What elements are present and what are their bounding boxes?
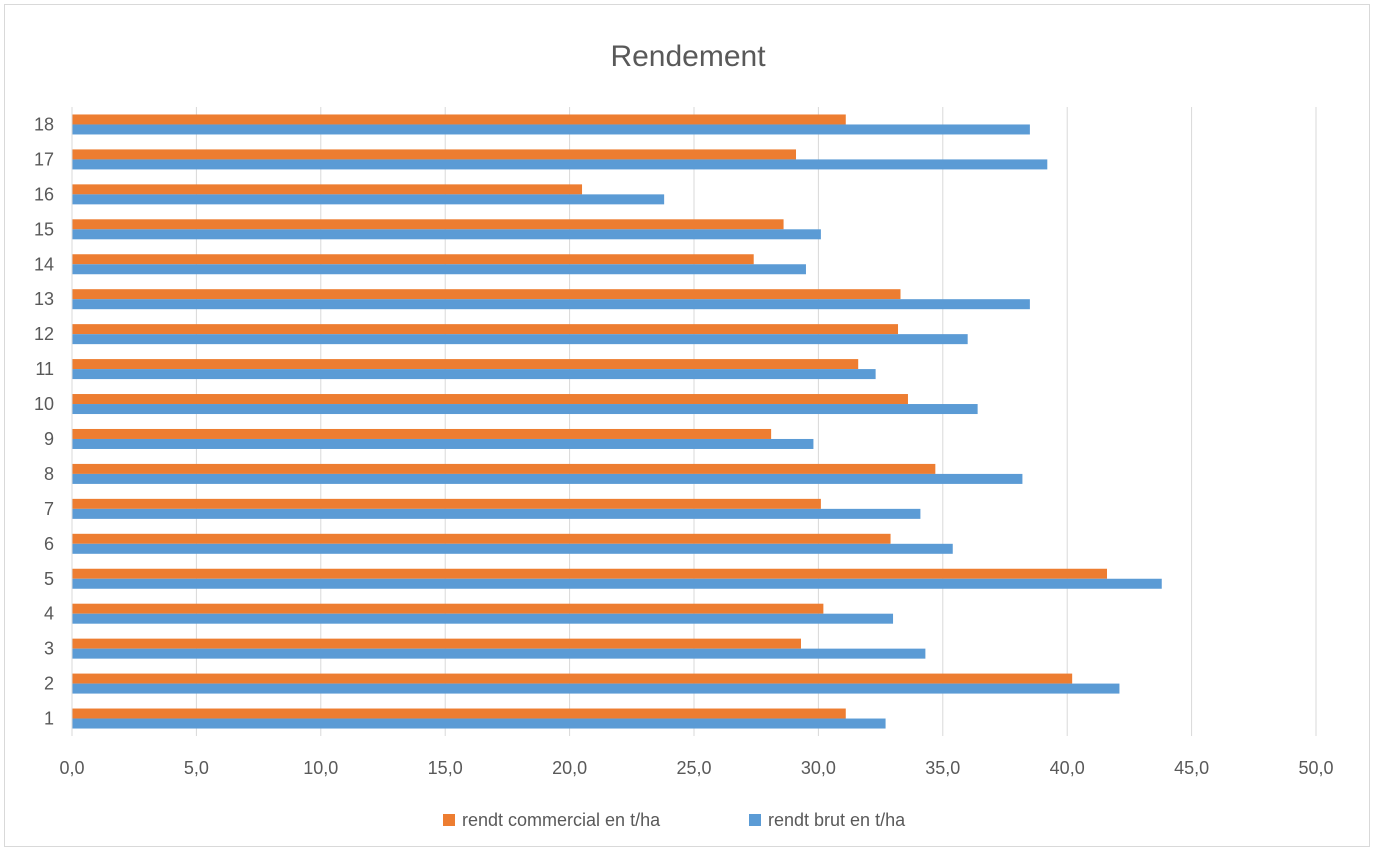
y-tick-label: 14 xyxy=(34,254,54,274)
y-tick-label: 10 xyxy=(34,394,54,414)
bar-brut xyxy=(72,229,821,240)
y-tick-label: 15 xyxy=(34,219,54,239)
bar-brut xyxy=(72,613,894,624)
bar-commercial xyxy=(72,394,908,405)
x-tick-label: 20,0 xyxy=(552,758,587,778)
y-tick-label: 6 xyxy=(44,534,54,554)
bar-commercial xyxy=(72,254,754,265)
bar-commercial xyxy=(72,219,784,230)
x-tick-label: 10,0 xyxy=(303,758,338,778)
legend-label: rendt commercial en t/ha xyxy=(462,810,661,830)
y-tick-label: 1 xyxy=(44,709,54,729)
y-tick-label: 12 xyxy=(34,324,54,344)
x-tick-label: 15,0 xyxy=(428,758,463,778)
bar-brut xyxy=(72,683,1120,694)
axes: 0,0 5,0 10,0 15,0 20,0 25,0 30,0 35,0 40,0 45,0 50… xyxy=(34,107,1334,778)
bar-commercial xyxy=(72,708,846,719)
bars xyxy=(72,114,1162,729)
bar-brut xyxy=(72,648,926,659)
y-tick-label: 17 xyxy=(34,149,54,169)
bar-commercial xyxy=(72,324,899,335)
y-tick-label: 5 xyxy=(44,569,54,589)
legend: rendt commercial en t/ha rendt brut en t/… xyxy=(443,810,906,830)
bar-commercial xyxy=(72,673,1073,684)
x-tick-label: 5,0 xyxy=(184,758,209,778)
bar-commercial xyxy=(72,568,1108,579)
legend-swatch xyxy=(749,814,761,826)
bar-commercial xyxy=(72,533,891,544)
bar-commercial xyxy=(72,463,936,474)
bar-brut xyxy=(72,718,886,729)
y-tick-label: 8 xyxy=(44,464,54,484)
bar-brut xyxy=(72,159,1048,170)
bar-brut xyxy=(72,404,978,415)
x-tick-label: 40,0 xyxy=(1050,758,1085,778)
chart-frame xyxy=(4,4,1370,847)
y-tick-label: 3 xyxy=(44,639,54,659)
y-tick-label: 18 xyxy=(34,114,54,134)
x-tick-label: 25,0 xyxy=(676,758,711,778)
bar-commercial xyxy=(72,603,824,614)
gridlines xyxy=(195,107,1317,736)
y-tick-label: 4 xyxy=(44,604,54,624)
x-tick-label: 30,0 xyxy=(801,758,836,778)
bar-brut xyxy=(72,334,968,345)
bar-brut xyxy=(72,438,814,449)
y-tick-label: 2 xyxy=(44,674,54,694)
x-tick-label: 45,0 xyxy=(1174,758,1209,778)
y-tick-label: 11 xyxy=(35,359,54,379)
bar-brut xyxy=(72,369,876,380)
bar-commercial xyxy=(72,498,821,509)
y-tick-label: 7 xyxy=(44,499,54,519)
bar-commercial xyxy=(72,184,583,195)
legend-swatch xyxy=(443,814,455,826)
bar-brut xyxy=(72,264,806,275)
bar-commercial xyxy=(72,149,797,160)
bar-commercial xyxy=(72,114,846,125)
bar-brut xyxy=(72,508,921,519)
y-tick-label: 13 xyxy=(34,289,54,309)
bar-brut xyxy=(72,543,953,554)
legend-label: rendt brut en t/ha xyxy=(768,810,906,830)
y-tick-label: 9 xyxy=(44,429,54,449)
x-tick-label: 50,0 xyxy=(1298,758,1333,778)
x-tick-label: 35,0 xyxy=(925,758,960,778)
bar-commercial xyxy=(72,289,901,300)
bar-brut xyxy=(72,578,1162,589)
bar-commercial xyxy=(72,638,801,649)
x-tick-label: 0,0 xyxy=(59,758,84,778)
bar-brut xyxy=(72,299,1030,310)
chart-title: Rendement xyxy=(610,40,766,73)
y-tick-label: 16 xyxy=(34,184,54,204)
bar-brut xyxy=(72,194,665,205)
bar-brut xyxy=(72,124,1030,135)
bar-commercial xyxy=(72,428,772,439)
bar-brut xyxy=(72,473,1023,484)
bar-commercial xyxy=(72,359,859,370)
